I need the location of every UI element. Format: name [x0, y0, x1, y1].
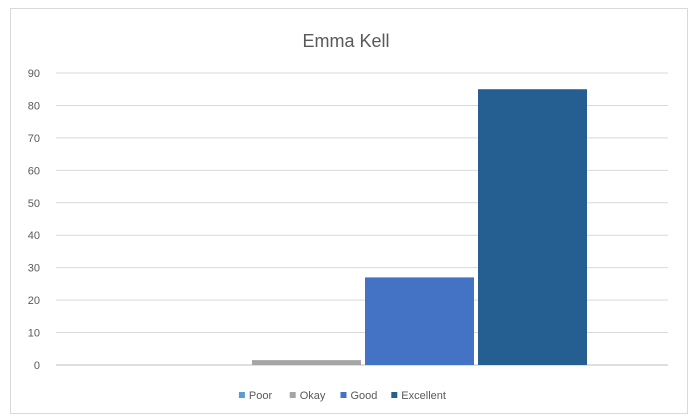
bars — [252, 89, 587, 365]
y-tick-label: 40 — [28, 230, 40, 242]
legend-label-poor: Poor — [249, 390, 273, 402]
bar-excellent — [478, 89, 587, 365]
legend: Poor Okay Good Excellent — [238, 390, 446, 402]
legend-swatch-excellent — [391, 392, 398, 398]
y-axis-ticks: 0 10 20 30 40 50 60 70 80 90 — [28, 68, 40, 372]
legend-swatch-good — [340, 392, 347, 398]
y-tick-label: 80 — [28, 100, 40, 112]
legend-swatch-poor — [238, 392, 245, 398]
legend-label-okay: Okay — [300, 390, 326, 402]
legend-label-good: Good — [351, 390, 378, 402]
legend-swatch-okay — [289, 392, 296, 398]
chart-title: Emma Kell — [302, 31, 389, 51]
y-tick-label: 10 — [28, 328, 40, 340]
y-tick-label: 70 — [28, 133, 40, 145]
bar-good — [365, 277, 474, 365]
bar-okay — [252, 360, 361, 365]
y-tick-label: 60 — [28, 165, 40, 177]
y-tick-label: 20 — [28, 295, 40, 307]
y-tick-label: 50 — [28, 198, 40, 210]
y-tick-label: 0 — [34, 360, 40, 372]
y-tick-label: 30 — [28, 263, 40, 275]
y-tick-label: 90 — [28, 68, 40, 80]
legend-label-excellent: Excellent — [401, 390, 446, 402]
